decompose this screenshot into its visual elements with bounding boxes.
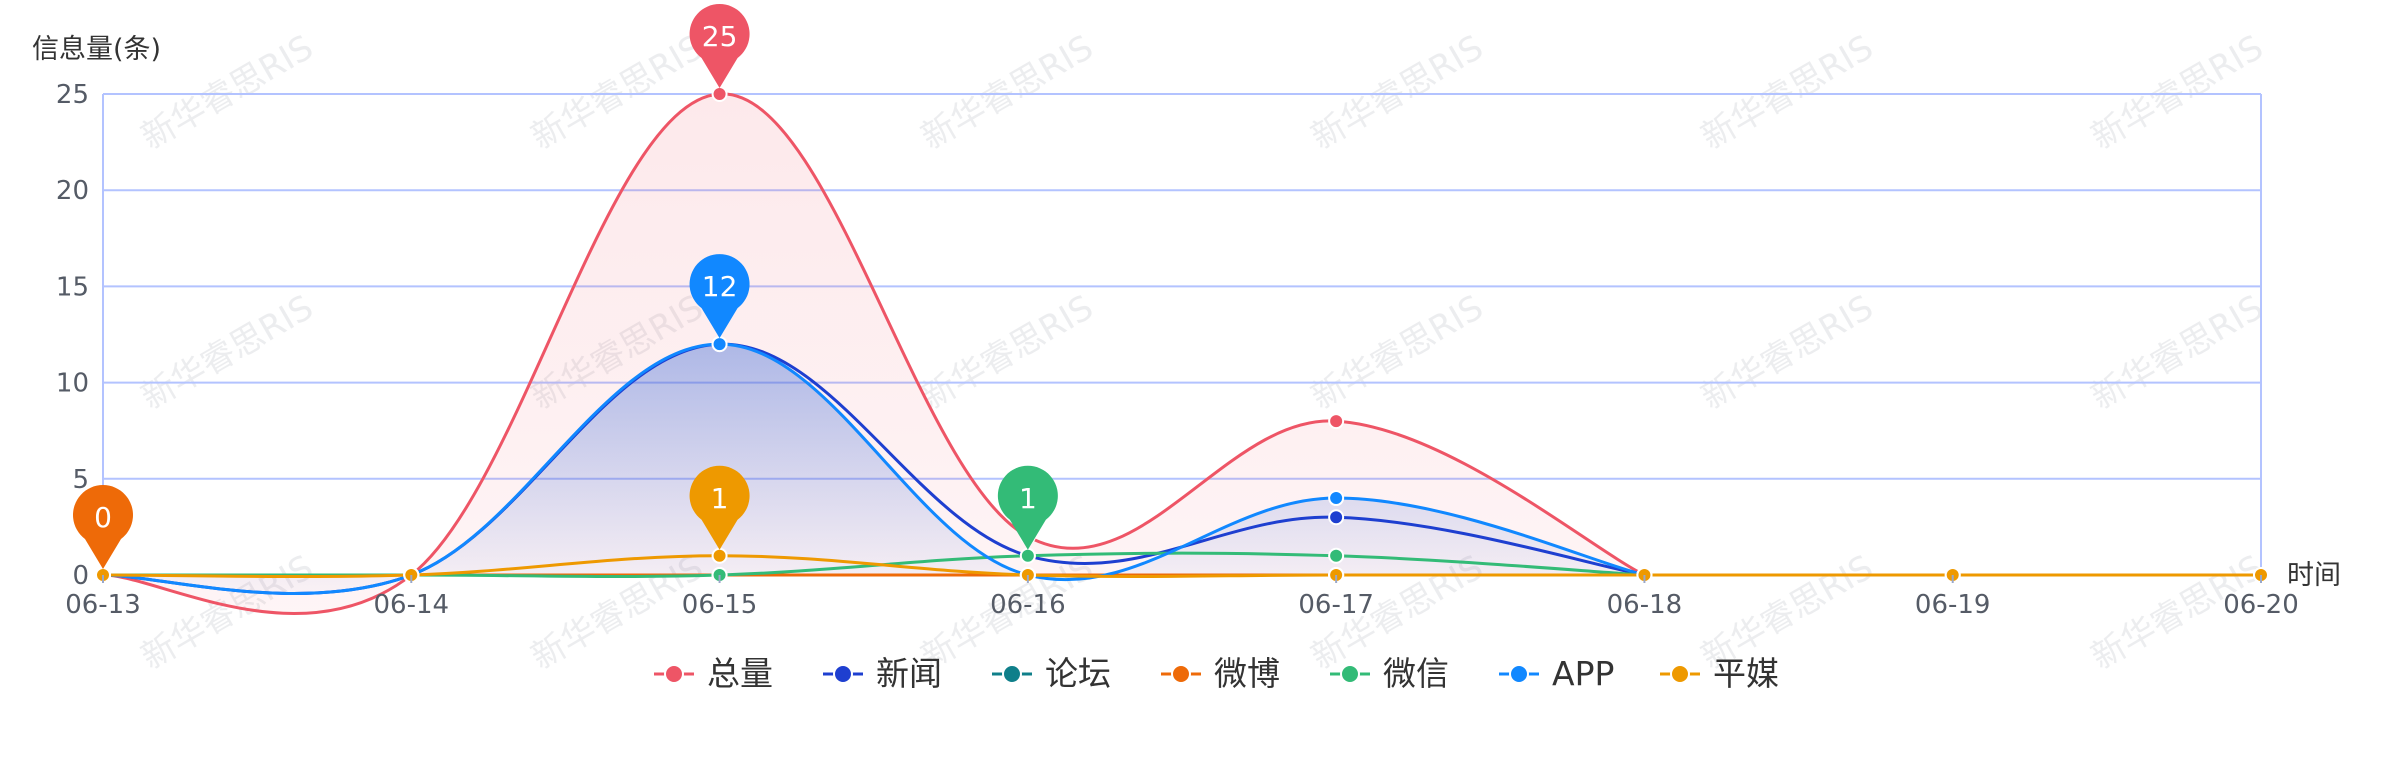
legend-label: 新闻 [876,654,942,693]
legend-item[interactable]: 平媒 [1660,654,1779,693]
legend-swatch-dot [1002,664,1022,684]
grid-lines [102,93,2262,576]
legend-label: APP [1552,654,1614,693]
value-pin: 1 [997,465,1058,550]
value-pin: 25 [689,3,750,89]
pin-marker [689,254,750,339]
watermark-text: 新华睿思RIS [1305,288,1491,418]
value-pins: 0 25 12 1 1 [73,3,1058,569]
watermark-text: 新华睿思RIS [915,28,1101,158]
value-pin: 0 [73,485,133,569]
legend-item[interactable]: 新闻 [823,654,942,693]
value-pin: 1 [689,465,750,550]
pin-marker [997,465,1058,550]
legend-swatch-dot [664,664,684,684]
x-tick-label: 06-13 [65,590,141,620]
pin-label: 1 [711,482,729,515]
legend-item[interactable]: 微博 [1161,654,1280,693]
series-line [102,554,2261,579]
series-lines [102,92,2261,615]
legend-label: 总量 [707,654,773,693]
y-axis-title: 信息量(条) [32,34,161,65]
data-point[interactable] [1328,509,1345,526]
pin-label: 25 [702,20,738,53]
pin-label: 1 [1019,482,1037,515]
y-tick-label: 10 [56,369,89,399]
watermark-text: 新华睿思RIS [1305,28,1491,158]
legend-label: 微信 [1383,654,1449,693]
pin-marker [689,3,750,89]
x-tick-label: 06-19 [1915,590,1991,620]
data-point[interactable] [1019,547,1036,564]
series-areas [103,93,1645,614]
x-tick-label: 06-15 [682,590,758,620]
watermark-text: 新华睿思RIS [1695,28,1881,158]
legend-label: 论坛 [1045,654,1111,693]
y-tick-label: 5 [72,465,89,495]
y-tick-label: 15 [56,272,89,302]
y-tick-label: 20 [56,176,89,206]
legend-item[interactable]: 微信 [1330,654,1449,693]
data-point[interactable] [1328,413,1345,430]
watermark-text: 新华睿思RIS [135,288,321,418]
x-tick-label: 06-14 [374,590,450,620]
x-tick-label: 06-20 [2223,590,2299,620]
watermark-text: 新华睿思RIS [2085,288,2271,418]
x-tick-label: 06-16 [990,590,1066,620]
value-pin: 12 [689,254,750,339]
legend: 总量 新闻 论坛 微博 微信 APP 平媒 [654,654,1779,693]
pin-label: 0 [94,501,112,534]
legend-item[interactable]: APP [1499,654,1614,693]
legend-swatch-dot [1171,664,1191,684]
data-point[interactable] [711,547,728,564]
legend-item[interactable]: 总量 [654,654,773,693]
pin-label: 12 [702,270,738,303]
legend-swatch-dot [833,664,853,684]
watermark-text: 新华睿思RIS [1695,288,1881,418]
pin-marker [73,485,133,569]
data-point[interactable] [1328,547,1345,564]
pin-marker [689,465,750,550]
legend-item[interactable]: 论坛 [992,654,1111,693]
data-point[interactable] [711,336,728,353]
y-tick-label: 0 [72,561,89,591]
legend-swatch-dot [1670,664,1690,684]
series-area [103,93,1645,614]
series-line [102,342,1645,595]
legend-label: 微博 [1214,654,1280,693]
watermark-text: 新华睿思RIS [915,288,1101,418]
watermark-text: 新华睿思RIS [2085,28,2271,158]
x-tick-label: 06-18 [1607,590,1683,620]
legend-label: 平媒 [1713,654,1779,693]
legend-swatch-dot [1340,664,1360,684]
y-tick-label: 25 [56,80,89,110]
watermark-text: 新华睿思RIS [135,28,321,158]
x-tick-label: 06-17 [1298,590,1374,620]
data-point[interactable] [1328,490,1345,507]
x-axis-title: 时间 [2287,560,2341,591]
legend-swatch-dot [1509,664,1529,684]
series-area [103,344,1645,594]
data-point[interactable] [711,86,728,102]
